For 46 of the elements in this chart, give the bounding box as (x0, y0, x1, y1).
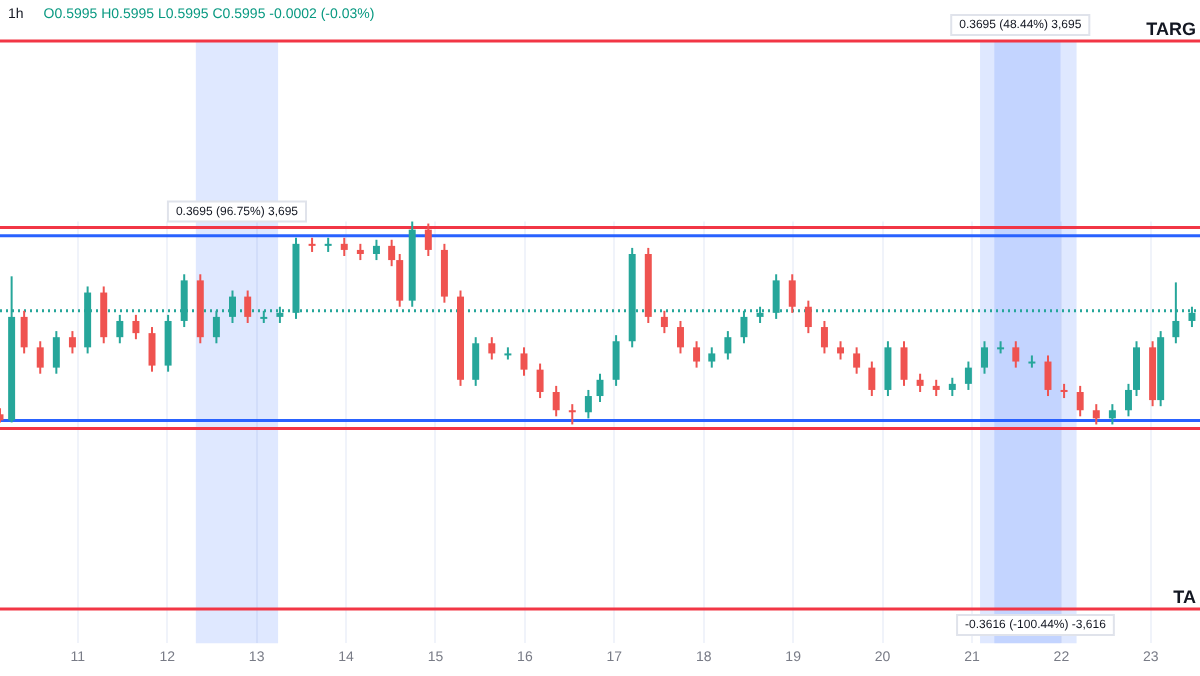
ref-line-label: TA (1173, 587, 1197, 608)
candlestick (520, 346, 528, 377)
candlestick (837, 340, 845, 361)
candlestick (552, 384, 560, 418)
candlestick (424, 222, 432, 258)
candlestick (612, 334, 620, 387)
candlestick (36, 340, 44, 375)
candlestick (900, 340, 908, 387)
candlestick (440, 242, 448, 304)
ref-line-label: TARG (1146, 18, 1196, 39)
candlestick (820, 319, 828, 355)
candlestick (52, 330, 60, 375)
candlestick (1028, 354, 1036, 369)
candlestick (68, 330, 76, 355)
candlestick (660, 309, 668, 335)
candlestick (853, 346, 861, 375)
candlestick (100, 285, 108, 345)
candlestick (488, 336, 496, 361)
candlestick (964, 360, 972, 391)
candlestick (1108, 403, 1116, 426)
candlestick (20, 309, 28, 355)
candlestick (504, 346, 512, 361)
candlestick (916, 372, 924, 393)
candlestick (568, 403, 576, 426)
candlestick (1124, 382, 1132, 418)
candlestick (536, 362, 544, 400)
candlestick (724, 330, 732, 361)
candlestick (340, 236, 348, 258)
candlestick (708, 346, 716, 369)
candlestick (676, 319, 684, 355)
candlestick (372, 238, 380, 262)
candlestick (868, 360, 876, 398)
candlestick (948, 376, 956, 398)
candlestick (693, 340, 701, 369)
candlestick (244, 289, 252, 324)
candlestick (584, 388, 592, 420)
candlestick (1133, 340, 1140, 398)
candlestick (472, 336, 480, 387)
candlestick (981, 340, 988, 375)
candlestick (1092, 403, 1100, 426)
candlestick (804, 299, 812, 335)
candlestick (1076, 384, 1084, 418)
candlestick (1012, 340, 1020, 369)
candlestick (788, 273, 796, 314)
candlestick (132, 313, 140, 341)
candlestick (884, 340, 892, 398)
